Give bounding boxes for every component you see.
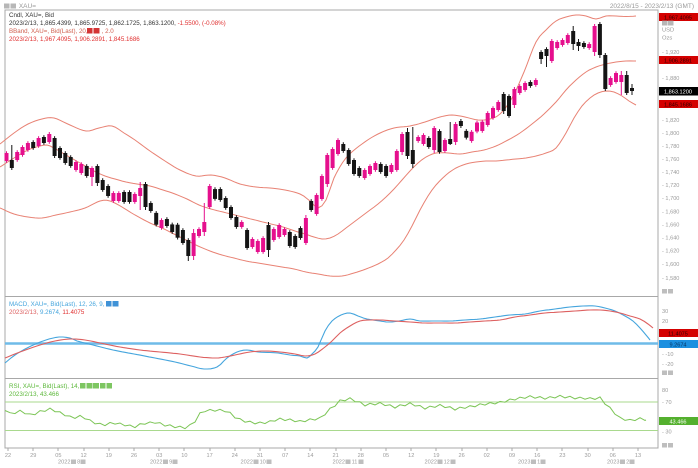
- svg-text:14: 14: [307, 453, 313, 459]
- svg-text:80: 80: [662, 388, 668, 394]
- svg-text:1,845.1686: 1,845.1686: [664, 103, 692, 109]
- svg-text:1,863.1200: 1,863.1200: [664, 90, 692, 96]
- svg-text:9: 9: [169, 460, 172, 466]
- svg-text:- 1,740: - 1,740: [662, 170, 679, 176]
- svg-text:- 1,700: - 1,700: [662, 196, 679, 202]
- svg-text:2022/8/15 - 2023/2/13 (GMT): 2022/8/15 - 2023/2/13 (GMT): [610, 3, 694, 10]
- svg-text:2: 2: [626, 460, 629, 466]
- svg-text:- 1,760: - 1,760: [662, 157, 679, 163]
- svg-text:10: 10: [181, 453, 187, 459]
- svg-text:02: 02: [484, 453, 490, 459]
- svg-text:26: 26: [131, 453, 137, 459]
- svg-text:9.2674: 9.2674: [669, 343, 686, 349]
- svg-text:10: 10: [260, 460, 266, 466]
- svg-text:22: 22: [5, 453, 11, 459]
- svg-text:30: 30: [584, 453, 590, 459]
- svg-text:05: 05: [55, 453, 61, 459]
- svg-text:05: 05: [383, 453, 389, 459]
- svg-text:2023/2/13, 43.466: 2023/2/13, 43.466: [9, 391, 59, 398]
- svg-text:RSI, XAU=, Bid(Last), 14,: RSI, XAU=, Bid(Last), 14,: [9, 383, 80, 390]
- svg-text:12: 12: [444, 460, 450, 466]
- svg-text:1,967.4095: 1,967.4095: [664, 16, 692, 22]
- svg-text:- 1,640: - 1,640: [662, 236, 679, 242]
- svg-text:Cndl, XAU=, Bid: Cndl, XAU=, Bid: [9, 12, 54, 19]
- svg-text:Ozs: Ozs: [662, 36, 672, 42]
- svg-text:28: 28: [358, 453, 364, 459]
- svg-text:13: 13: [635, 453, 641, 459]
- svg-text:2023/2/13, 1,865.4399, 1,865.9: 2023/2/13, 1,865.4399, 1,865.9725, 1,862…: [9, 20, 226, 27]
- svg-text:- 1,920: - 1,920: [662, 50, 679, 56]
- svg-text:- 1,600: - 1,600: [662, 262, 679, 268]
- svg-text:16: 16: [534, 453, 540, 459]
- svg-text:19: 19: [106, 453, 112, 459]
- svg-text:- 1,680: - 1,680: [662, 210, 679, 216]
- svg-text:2022: 2022: [150, 460, 162, 466]
- svg-text:1,906.2891: 1,906.2891: [664, 59, 692, 65]
- svg-text:- 70: - 70: [662, 400, 672, 406]
- svg-text:- 1,720: - 1,720: [662, 183, 679, 189]
- svg-text:2023: 2023: [518, 460, 530, 466]
- svg-text:24: 24: [232, 453, 238, 459]
- svg-text:XAU=: XAU=: [19, 3, 36, 10]
- svg-text:23: 23: [559, 453, 565, 459]
- svg-text:2023/2/13, 9.2674, 11.4075: 2023/2/13, 9.2674, 11.4075: [9, 309, 85, 316]
- svg-text:20: 20: [662, 319, 668, 325]
- svg-text:USD: USD: [662, 28, 674, 34]
- svg-text:12: 12: [408, 453, 414, 459]
- svg-text:2023/2/13, 1,967.4095, 1,906.2: 2023/2/13, 1,967.4095, 1,906.2891, 1,845…: [9, 36, 140, 43]
- svg-text:21: 21: [332, 453, 338, 459]
- svg-text:11.4075: 11.4075: [668, 332, 688, 338]
- svg-text:2022: 2022: [333, 460, 345, 466]
- svg-text:- 1,800: - 1,800: [662, 131, 679, 137]
- svg-text:- 1,620: - 1,620: [662, 249, 679, 255]
- svg-text:- 1,660: - 1,660: [662, 223, 679, 229]
- svg-text:43.466: 43.466: [669, 420, 686, 426]
- svg-text:- 1,880: - 1,880: [662, 76, 679, 82]
- svg-text:19: 19: [433, 453, 439, 459]
- svg-text:06: 06: [610, 453, 616, 459]
- svg-text:30: 30: [662, 309, 668, 315]
- svg-text:2022: 2022: [241, 460, 253, 466]
- svg-text:8: 8: [77, 460, 80, 466]
- svg-text:- 1,820: - 1,820: [662, 118, 679, 124]
- svg-text:- 30: - 30: [662, 430, 672, 436]
- svg-text:17: 17: [206, 453, 212, 459]
- svg-text:MACD, XAU=, Bid(Last), 12, 26,: MACD, XAU=, Bid(Last), 12, 26, 9,: [9, 301, 105, 308]
- svg-text:, 2.0: , 2.0: [102, 28, 115, 35]
- svg-text:07: 07: [282, 453, 288, 459]
- svg-text:26: 26: [458, 453, 464, 459]
- svg-text:09: 09: [509, 453, 515, 459]
- svg-text:- -10: - -10: [662, 352, 674, 358]
- svg-text:11: 11: [352, 460, 358, 466]
- svg-text:31: 31: [257, 453, 263, 459]
- svg-text:2022: 2022: [58, 460, 70, 466]
- svg-text:2022: 2022: [425, 460, 437, 466]
- svg-text:- 1,580: - 1,580: [662, 276, 679, 282]
- svg-text:12: 12: [80, 453, 86, 459]
- svg-text:29: 29: [30, 453, 36, 459]
- svg-text:03: 03: [156, 453, 162, 459]
- svg-text:BBand, XAU=, Bid(Last), 20,: BBand, XAU=, Bid(Last), 20,: [9, 28, 88, 35]
- svg-text:2023: 2023: [607, 460, 619, 466]
- svg-text:- 1,780: - 1,780: [662, 144, 679, 150]
- svg-text:- -20: - -20: [662, 362, 674, 368]
- svg-text:1: 1: [537, 460, 540, 466]
